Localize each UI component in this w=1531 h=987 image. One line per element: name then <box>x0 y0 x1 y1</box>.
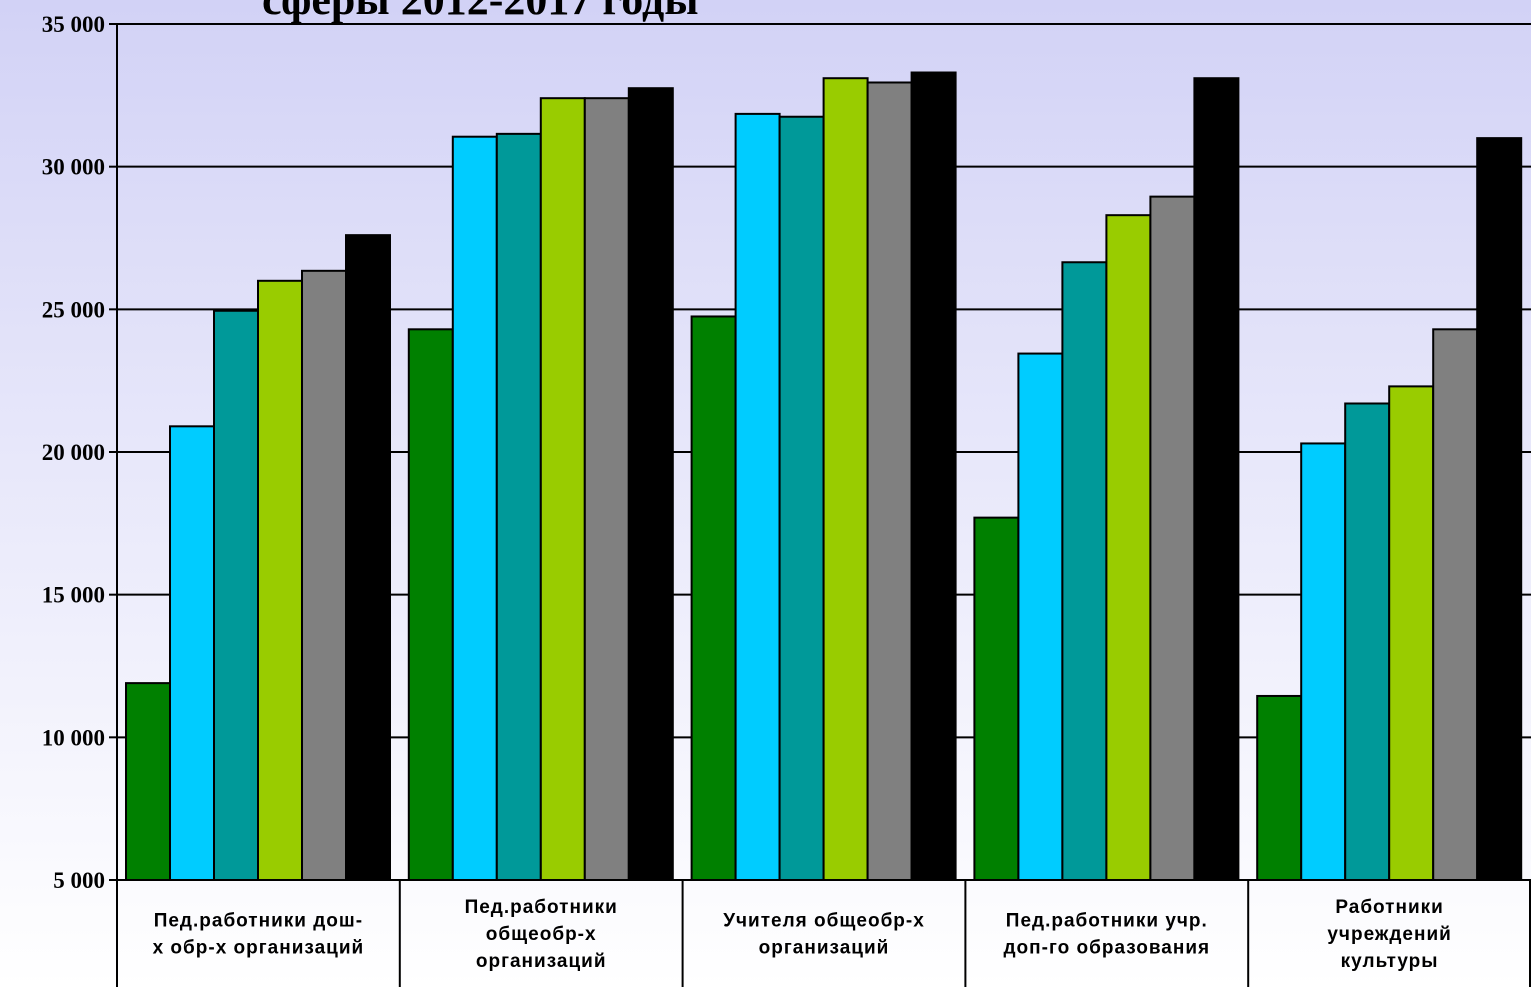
category-label: Пед.работники дош-х обр-х организаций <box>153 911 365 959</box>
category-label: Учителя общеобр-х организаций <box>723 911 925 959</box>
category-label-line: х обр-х организаций <box>153 938 365 959</box>
y-tick-label: 25 000 <box>42 297 105 322</box>
y-tick-label: 5 000 <box>53 868 105 893</box>
bar <box>1017 352 1064 881</box>
category-label-line: Работники <box>1335 897 1444 918</box>
y-tick-label: 30 000 <box>42 155 105 180</box>
bar <box>778 115 825 881</box>
category-label: Пед.работники учр. доп-го образования <box>1004 911 1211 959</box>
bar <box>1344 402 1391 881</box>
bar <box>690 315 737 881</box>
y-tick-label: 35 000 <box>42 12 105 37</box>
bar <box>407 328 454 882</box>
bar <box>451 135 498 881</box>
bar <box>910 71 957 882</box>
category-label-line: учреждений <box>1327 924 1451 945</box>
category-label-line: Пед.работники <box>465 897 618 918</box>
category-label-line: культуры <box>1341 951 1439 972</box>
y-tick-label: 20 000 <box>42 440 105 465</box>
bar <box>1432 328 1479 882</box>
bar <box>734 112 781 881</box>
category-label-line: Пед.работники дош- <box>154 911 363 932</box>
category-label-line: организаций <box>476 951 607 972</box>
bar <box>627 87 674 881</box>
category-label-line: организаций <box>759 938 890 959</box>
bar <box>213 309 259 881</box>
bar <box>345 234 391 881</box>
bar <box>539 97 586 882</box>
category-label: Работники учреждений культуры <box>1327 897 1451 972</box>
bar <box>257 279 303 881</box>
axes <box>109 23 1531 987</box>
bar <box>1061 261 1108 881</box>
bar <box>125 682 171 881</box>
y-tick-label: 10 000 <box>42 725 105 750</box>
category-label-line: доп-го образования <box>1004 938 1211 959</box>
bar <box>822 77 869 882</box>
bar <box>973 516 1020 881</box>
y-tick-label: 15 000 <box>42 583 105 608</box>
bar <box>1149 195 1196 882</box>
bar <box>1105 214 1152 881</box>
bars <box>125 71 1523 882</box>
category-label-line: Учителя общеобр-х <box>723 911 925 932</box>
category-label-line: общеобр-х <box>486 924 597 945</box>
bar <box>1300 442 1347 881</box>
bar <box>1193 77 1240 882</box>
bar <box>1256 694 1303 882</box>
category-label-line: Пед.работники учр. <box>1006 911 1208 932</box>
bar <box>301 269 347 881</box>
bar <box>1388 385 1435 881</box>
bar <box>583 97 630 882</box>
bar <box>495 132 542 881</box>
bar <box>169 425 215 881</box>
bar <box>866 81 913 881</box>
bar <box>1476 137 1523 881</box>
category-labels: Пед.работники дош-х обр-х организацийПед… <box>153 897 1451 972</box>
chart-title: сферы 2012-2017 годы <box>262 0 699 24</box>
y-axis-tick-labels: 5 000 10 000 15 000 20 000 25 000 30 000 35 00… <box>42 12 105 893</box>
category-label: Пед.работники общеобр-х организаций <box>465 897 618 972</box>
